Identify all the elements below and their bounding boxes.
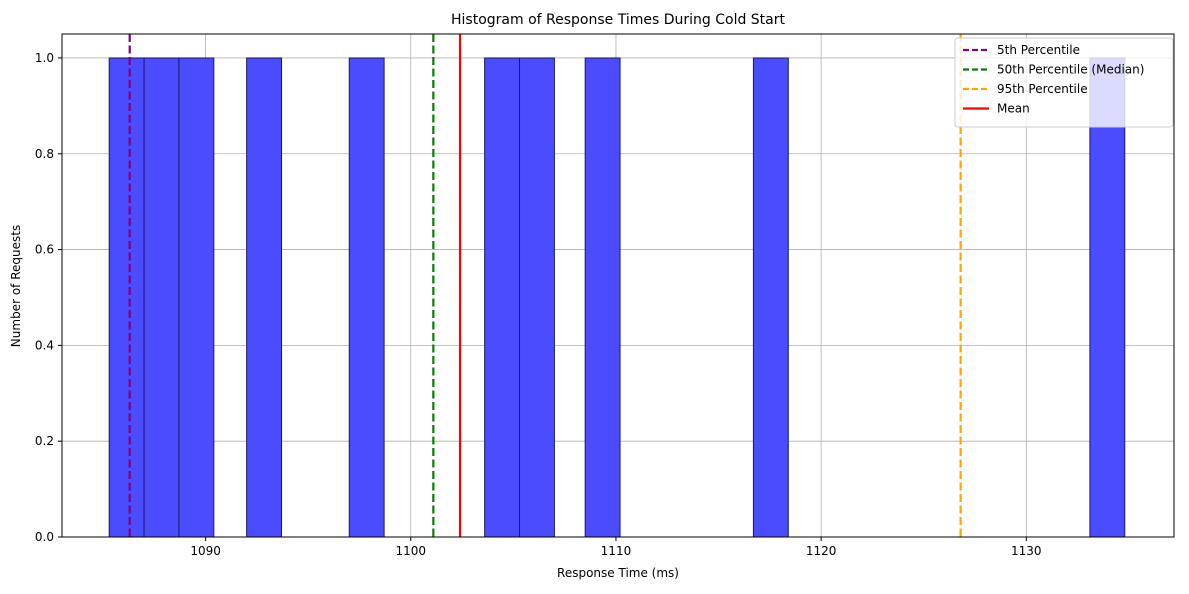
x-tick-label: 1100 <box>396 544 427 558</box>
histogram-bar <box>752 57 789 538</box>
x-tick-label: 1110 <box>601 544 632 558</box>
histogram-bar <box>108 57 145 538</box>
bar-layer <box>108 57 1126 538</box>
x-tick-label: 1130 <box>1011 544 1042 558</box>
y-tick-label: 1.0 <box>35 51 54 65</box>
legend-box <box>954 37 1174 128</box>
y-tick-label: 0.0 <box>35 530 54 544</box>
legend-label: 5th Percentile <box>997 43 1080 57</box>
x-axis-label: Response Time (ms) <box>557 566 679 580</box>
histogram-bar <box>246 57 283 538</box>
axes: 1090 1100 1110 1120 1130 0.0 0.2 0.4 0.6 0.8 1.0 <box>35 33 1175 558</box>
histogram-bar <box>484 57 521 538</box>
y-tick-label: 0.2 <box>35 434 54 448</box>
legend-label: Mean <box>997 102 1030 116</box>
y-tick-label: 0.8 <box>35 147 54 161</box>
histogram-bar <box>143 57 180 538</box>
legend-label: 95th Percentile <box>997 82 1088 96</box>
y-tick-label: 0.6 <box>35 243 54 257</box>
histogram-bar <box>584 57 621 538</box>
chart-title: Histogram of Response Times During Cold … <box>451 12 786 28</box>
histogram-bar <box>348 57 385 538</box>
legend-label: 50th Percentile (Median) <box>997 63 1144 77</box>
y-tick-label: 0.4 <box>35 338 54 352</box>
histogram-bar <box>1089 57 1126 538</box>
x-tick-label: 1090 <box>190 544 221 558</box>
legend: 5th Percentile 50th Percentile (Median) 95… <box>954 37 1174 128</box>
histogram-bar <box>178 57 215 538</box>
x-tick-label: 1120 <box>806 544 837 558</box>
y-axis-label: Number of Requests <box>9 225 23 347</box>
plot-frame <box>61 33 1175 538</box>
histogram-bar <box>519 57 555 538</box>
